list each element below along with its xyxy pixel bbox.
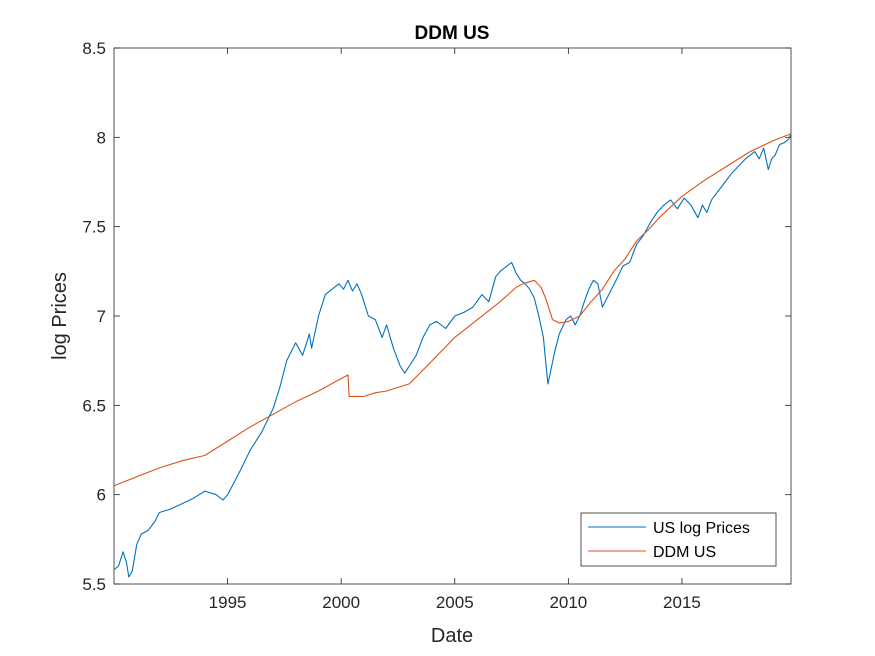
y-tick-label: 8: [97, 128, 106, 147]
x-tick-label: 2010: [549, 593, 587, 612]
x-tick-label: 2015: [663, 593, 701, 612]
legend-label-us-log-prices: US log Prices: [653, 520, 750, 537]
y-axis-label: log Prices: [49, 272, 71, 360]
x-axis-label: Date: [431, 625, 473, 647]
legend: US log Prices DDM US: [580, 512, 777, 567]
plot-area: [113, 47, 792, 585]
series-layer: [113, 133, 792, 578]
y-tick-label: 5.5: [82, 575, 106, 594]
series-line-ddm-us: [113, 133, 792, 487]
legend-box: [580, 512, 777, 567]
series-line-us-log-prices: [113, 133, 792, 578]
y-tick-label: 6.5: [82, 396, 106, 415]
x-tick-label: 2005: [436, 593, 474, 612]
x-axis-ticks: 1995 2000 2005 2010 2015: [209, 48, 701, 612]
y-tick-label: 8.5: [82, 39, 106, 58]
y-axis-ticks: 5.5 6 6.5 7 7.5 8 8.5: [82, 39, 791, 594]
y-tick-label: 7: [97, 307, 106, 326]
y-tick-label: 6: [97, 486, 106, 505]
x-tick-label: 2000: [322, 593, 360, 612]
y-tick-label: 7.5: [82, 218, 106, 237]
legend-label-ddm-us: DDM US: [653, 544, 716, 561]
chart-title: DDM US: [415, 23, 490, 44]
x-tick-label: 1995: [209, 593, 247, 612]
